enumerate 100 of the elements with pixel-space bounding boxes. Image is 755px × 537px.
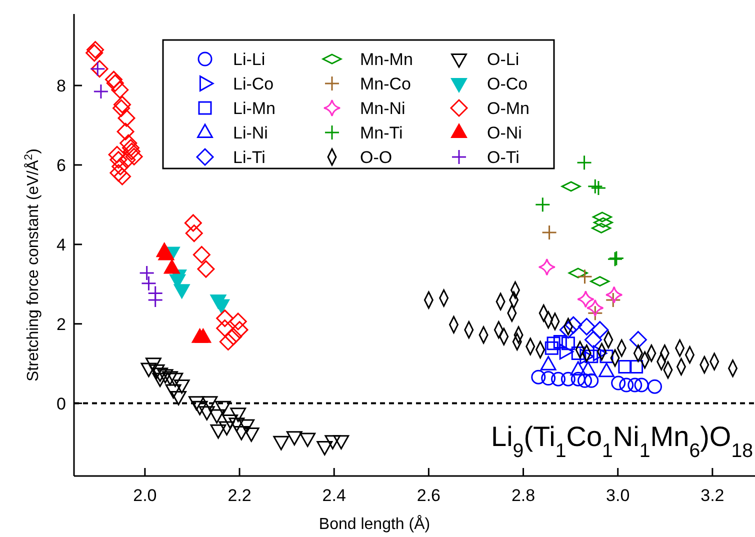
y-tick-label: 0 — [56, 394, 66, 414]
point — [90, 61, 106, 77]
point — [108, 146, 126, 164]
point — [544, 341, 558, 355]
point — [188, 396, 204, 410]
point — [174, 379, 190, 394]
point — [120, 134, 138, 152]
point — [125, 148, 143, 166]
point — [216, 310, 234, 328]
point — [122, 142, 140, 160]
point — [538, 258, 556, 276]
point — [219, 332, 237, 350]
point — [148, 292, 164, 308]
legend-label: Mn-Co — [360, 74, 412, 94]
point — [93, 84, 109, 100]
point — [157, 369, 174, 384]
point — [273, 436, 290, 450]
y-tick-label: 4 — [56, 235, 66, 254]
point — [233, 426, 250, 440]
point — [122, 139, 140, 157]
point — [619, 378, 634, 392]
point — [546, 336, 560, 350]
point — [218, 421, 235, 436]
point — [590, 180, 606, 196]
legend-label: O-O — [360, 148, 392, 167]
x-tick-label: 3.0 — [606, 486, 630, 505]
point — [116, 122, 134, 140]
point — [584, 330, 602, 348]
x-tick-label: 2.4 — [322, 486, 346, 505]
point — [230, 408, 246, 422]
point — [571, 346, 585, 360]
point — [197, 260, 215, 278]
point — [118, 109, 136, 127]
point — [104, 70, 122, 88]
point — [243, 428, 260, 442]
point — [560, 372, 576, 386]
point — [584, 350, 598, 364]
point — [110, 151, 128, 169]
point — [112, 99, 130, 117]
point — [86, 41, 104, 58]
point — [152, 372, 168, 388]
point — [167, 372, 184, 388]
point — [146, 358, 162, 372]
x-tick-label: 2.8 — [511, 486, 536, 505]
point — [110, 164, 128, 182]
x-axis-title: Bond length (Å) — [318, 515, 430, 533]
y-tick-label: 8 — [56, 76, 66, 96]
point — [106, 74, 124, 92]
point — [576, 154, 592, 170]
point — [222, 414, 238, 429]
point — [542, 224, 558, 240]
point — [229, 312, 247, 330]
point — [587, 305, 603, 321]
point — [224, 328, 242, 346]
point — [591, 321, 609, 339]
text: Li$_{9}$(Ti$_{1}$Co$_{1}$Ni$_{1}$Mn$_{6}$)O$_{18}$ — [491, 421, 753, 462]
point — [647, 379, 662, 394]
point — [541, 371, 556, 386]
legend-label: Li-Li — [233, 50, 266, 69]
point — [300, 432, 316, 448]
point — [531, 370, 546, 384]
point — [215, 400, 231, 416]
point — [584, 373, 599, 388]
legend-label: Li-Ni — [233, 124, 268, 142]
point — [162, 371, 178, 386]
point — [605, 286, 623, 304]
point — [208, 409, 225, 424]
point — [192, 246, 210, 264]
point — [578, 318, 596, 336]
point — [630, 360, 644, 374]
point — [634, 378, 649, 392]
x-tick-label: 2.0 — [133, 486, 157, 505]
y-tick-label: 6 — [56, 156, 66, 175]
point — [553, 334, 567, 348]
point — [586, 299, 604, 317]
legend-label: O-Mn — [487, 99, 530, 118]
point — [228, 418, 245, 432]
legend-label: Li-Ti — [233, 148, 266, 167]
point — [611, 376, 626, 390]
point — [618, 360, 632, 374]
legend-label: Mn-Mn — [360, 50, 413, 69]
point — [111, 81, 129, 99]
point — [570, 372, 586, 386]
point — [148, 364, 165, 379]
point — [113, 96, 131, 114]
point — [238, 419, 255, 434]
point — [324, 435, 341, 450]
point — [629, 330, 647, 348]
y-tick-label: 2 — [56, 314, 66, 334]
point — [90, 60, 108, 78]
point — [587, 178, 603, 194]
point — [198, 406, 215, 420]
point — [576, 290, 594, 308]
point — [185, 224, 203, 242]
point — [286, 431, 302, 446]
point — [202, 396, 218, 410]
point — [534, 196, 550, 212]
point — [230, 321, 248, 339]
point — [140, 362, 157, 378]
legend-label: O-Co — [487, 74, 528, 94]
